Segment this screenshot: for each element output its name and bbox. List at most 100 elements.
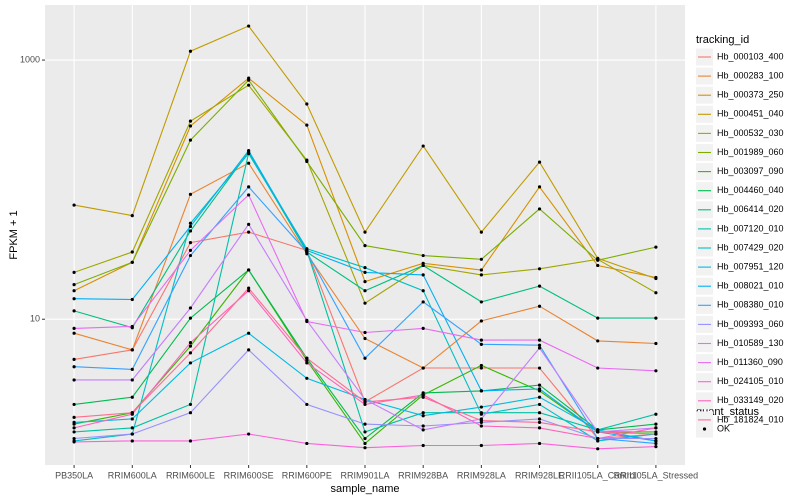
data-point — [188, 253, 193, 258]
data-point — [363, 301, 367, 305]
data-point — [72, 283, 76, 287]
data-point — [305, 123, 309, 127]
data-point — [247, 185, 251, 189]
data-point — [247, 78, 251, 82]
data-point — [596, 366, 600, 370]
data-point — [479, 257, 483, 261]
legend-label: Hb_000373_250 — [717, 90, 784, 100]
legend-label: Hb_009393_060 — [717, 319, 784, 329]
legend-label: Hb_000451_040 — [717, 109, 784, 119]
data-point — [421, 424, 425, 428]
data-point — [537, 426, 542, 430]
data-point — [363, 430, 367, 434]
data-point — [188, 351, 193, 355]
data-point — [479, 389, 483, 393]
x-tick-label: RRIM901LA — [340, 470, 389, 480]
data-point — [130, 426, 134, 430]
data-point — [654, 426, 658, 430]
data-point — [654, 412, 658, 416]
data-point — [479, 338, 483, 342]
data-point — [72, 402, 76, 407]
data-point — [188, 221, 193, 225]
data-point — [188, 248, 193, 252]
data-point — [130, 214, 134, 218]
legend-label: Hb_024105_010 — [717, 376, 784, 386]
data-point — [130, 250, 134, 254]
data-point — [363, 280, 367, 284]
legend-label: Hb_000103_400 — [717, 51, 784, 61]
data-point — [130, 297, 134, 302]
y-tick-label: 10 — [30, 314, 40, 324]
legend-label: Hb_007429_020 — [717, 242, 784, 252]
data-point — [188, 361, 193, 365]
data-point — [247, 24, 251, 28]
legend-label: Hb_008380_010 — [717, 300, 784, 310]
data-point — [363, 330, 367, 335]
x-tick-label: RRIM928LE — [515, 470, 564, 480]
data-point — [72, 378, 76, 382]
data-point — [188, 224, 193, 229]
data-point — [130, 417, 134, 421]
data-point — [421, 411, 425, 415]
data-point — [596, 430, 600, 434]
data-point — [247, 432, 251, 436]
data-point — [654, 441, 658, 446]
data-point — [188, 138, 193, 142]
shape-legend-swatch — [702, 427, 707, 431]
data-point — [72, 426, 76, 430]
data-point — [363, 243, 367, 248]
data-point — [537, 284, 542, 288]
data-point — [537, 395, 542, 399]
data-point — [247, 149, 251, 153]
legend-label: Hb_001989_060 — [717, 147, 784, 157]
legend-label: Hb_007951_120 — [717, 261, 784, 271]
data-point — [479, 300, 483, 304]
data-point — [479, 268, 483, 272]
y-tick-label: 1000 — [20, 54, 40, 64]
data-point — [72, 436, 76, 441]
data-point — [421, 300, 425, 304]
legend-label: Hb_010589_130 — [717, 338, 784, 348]
data-point — [363, 402, 367, 407]
data-point — [130, 260, 134, 264]
data-point — [654, 316, 658, 320]
legend-title: tracking_id — [696, 34, 749, 46]
data-point — [188, 411, 193, 415]
data-point — [537, 366, 542, 370]
legend-label: Hb_033149_020 — [717, 395, 784, 405]
legend-label: Hb_181824_010 — [717, 414, 784, 424]
data-point — [596, 439, 600, 443]
data-point — [479, 419, 483, 423]
legend-label: Hb_003097_090 — [717, 166, 784, 176]
data-point — [188, 124, 193, 128]
data-point — [479, 230, 483, 234]
data-point — [421, 395, 425, 399]
x-tick-label: RRIM600LA — [108, 470, 157, 480]
shape-legend-label: OK — [717, 423, 730, 433]
data-point — [130, 348, 134, 352]
data-point — [479, 443, 483, 448]
data-point — [421, 393, 425, 397]
data-point — [305, 361, 309, 365]
data-point — [188, 341, 193, 345]
data-point — [363, 446, 367, 450]
legend-label: Hb_000283_100 — [717, 70, 784, 80]
data-point — [247, 348, 251, 352]
data-point — [421, 414, 425, 418]
data-point — [479, 319, 483, 323]
data-point — [654, 422, 658, 426]
data-point — [421, 428, 425, 432]
data-point — [654, 276, 658, 281]
data-point — [596, 263, 600, 268]
data-point — [537, 267, 542, 271]
data-point — [421, 289, 425, 293]
data-point — [188, 49, 193, 53]
data-point — [596, 339, 600, 343]
data-point — [247, 331, 251, 335]
data-point — [305, 319, 309, 324]
legend-label: Hb_000532_030 — [717, 128, 784, 138]
data-point — [654, 341, 658, 346]
data-point — [188, 229, 193, 233]
data-point — [247, 161, 251, 165]
data-point — [247, 289, 251, 293]
